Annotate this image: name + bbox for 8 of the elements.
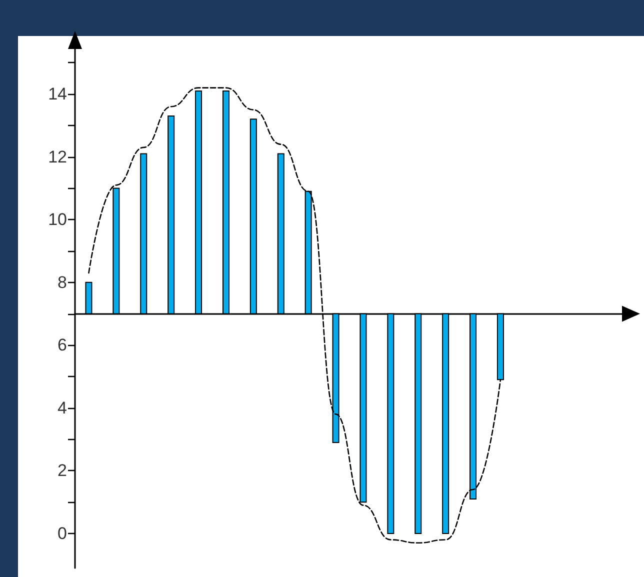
- y-tick-label: 8: [58, 272, 67, 292]
- y-tick-label: 14: [48, 84, 67, 104]
- y-tick-label: 12: [48, 147, 67, 166]
- y-tick-label: 4: [58, 398, 67, 418]
- y-tick-label: 2: [58, 461, 67, 480]
- y-tick-label: 6: [58, 336, 67, 355]
- y-tick-label: 0: [58, 524, 67, 543]
- y-tick-label: 10: [48, 210, 67, 230]
